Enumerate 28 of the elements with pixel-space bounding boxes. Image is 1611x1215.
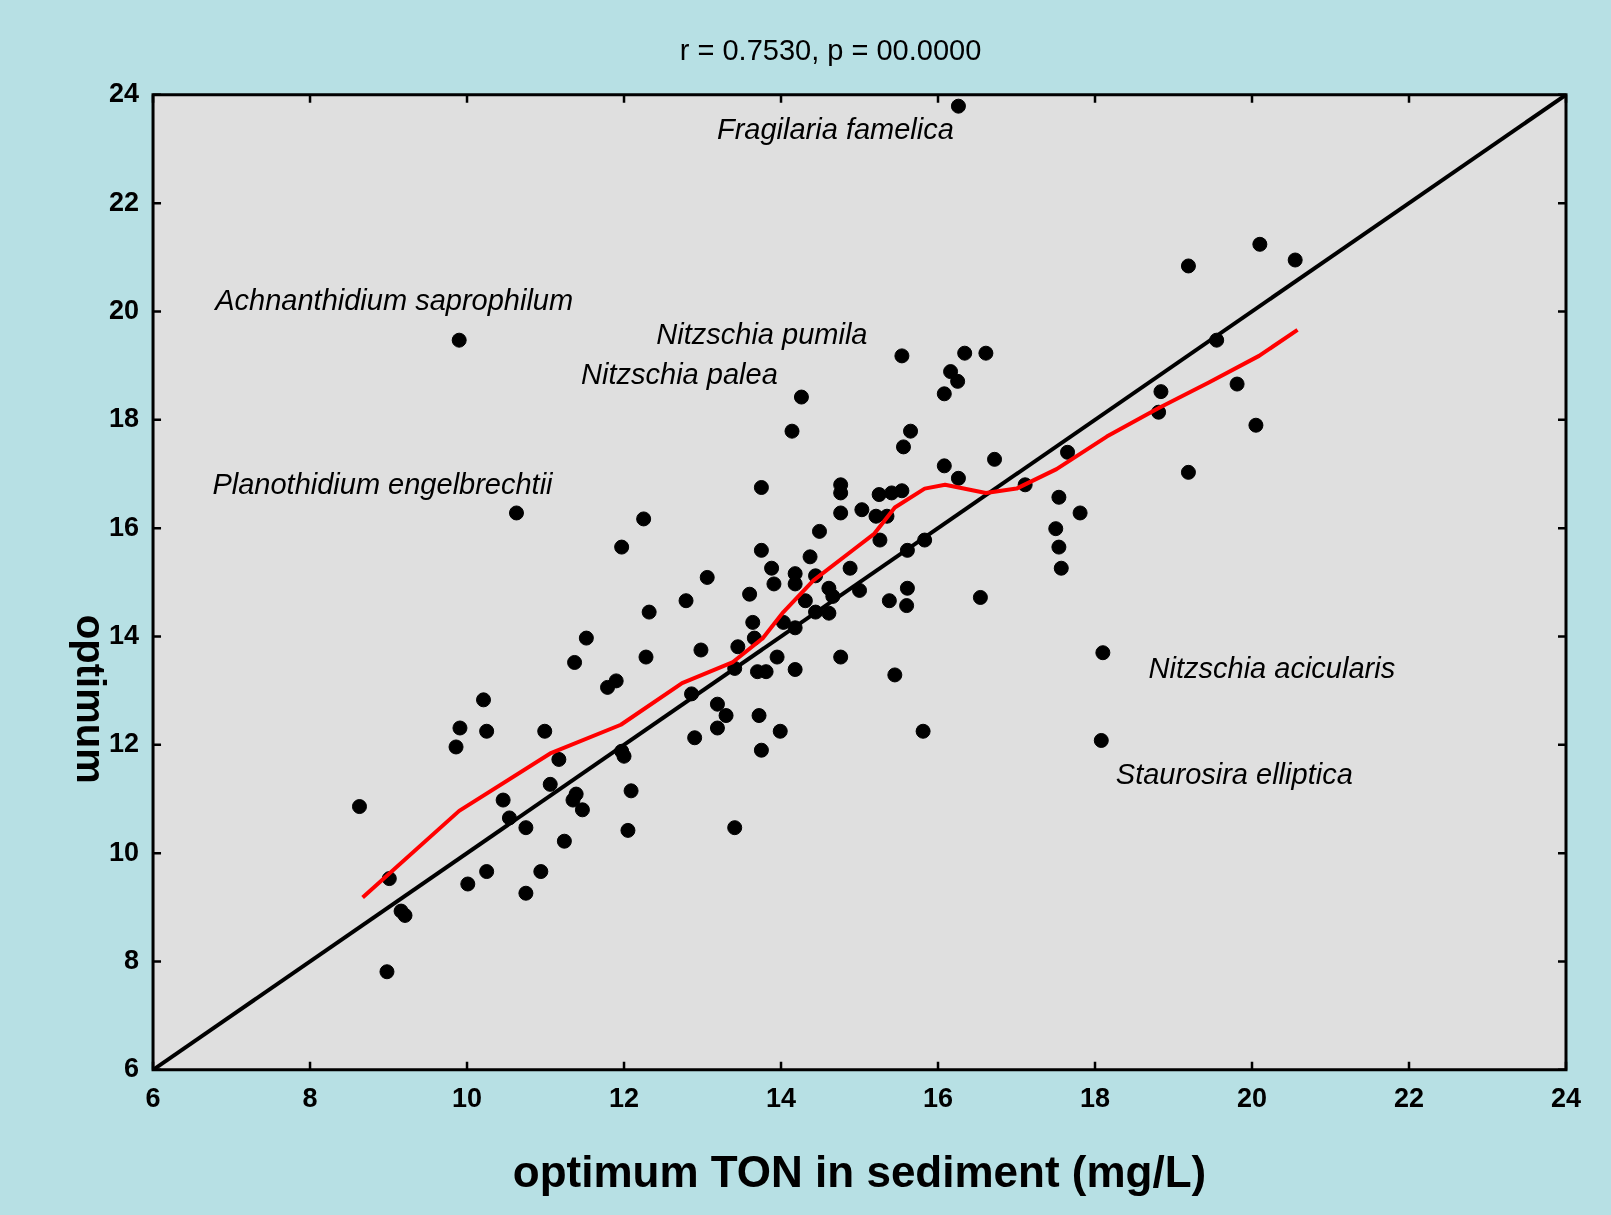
x-tick-label: 22 xyxy=(1393,1083,1425,1114)
x-tick-label: 8 xyxy=(302,1083,318,1114)
y-tick-label: 22 xyxy=(108,186,140,217)
annotation: Nitzschia pumila xyxy=(656,317,868,350)
y-tick-label: 10 xyxy=(108,836,140,867)
x-tick-label: 10 xyxy=(452,1083,483,1114)
y-tick-label: 18 xyxy=(108,403,140,434)
annotation: Achnanthidium saprophilum xyxy=(213,284,574,317)
annotation: Nitzschia palea xyxy=(581,358,778,391)
y-tick-label: 6 xyxy=(124,1053,140,1084)
annotation: Nitzschia acicularis xyxy=(1148,651,1396,684)
annotation: Fragilaria famelica xyxy=(716,113,954,146)
y-tick-label: 8 xyxy=(124,944,140,975)
x-tick-label: 20 xyxy=(1236,1083,1268,1114)
x-tick-label: 24 xyxy=(1550,1083,1582,1114)
annotation: Staurosira elliptica xyxy=(1115,757,1353,790)
y-tick-label: 16 xyxy=(108,511,140,542)
x-axis-title: optimum TON in sediment (mg/L) xyxy=(512,1146,1207,1196)
y-tick-label: 24 xyxy=(108,78,140,109)
x-tick-label: 16 xyxy=(922,1083,954,1114)
chart-title: r = 0.7530, p = 00.0000 xyxy=(679,34,982,67)
x-tick-label: 18 xyxy=(1079,1083,1111,1114)
y-tick-label: 20 xyxy=(108,294,140,325)
x-tick-label: 12 xyxy=(609,1083,640,1114)
x-tick-label: 14 xyxy=(765,1083,797,1114)
annotation: Planothidium engelbrechtii xyxy=(212,468,555,501)
y-tick-label: 14 xyxy=(108,619,140,650)
x-tick-label: 6 xyxy=(145,1083,161,1114)
